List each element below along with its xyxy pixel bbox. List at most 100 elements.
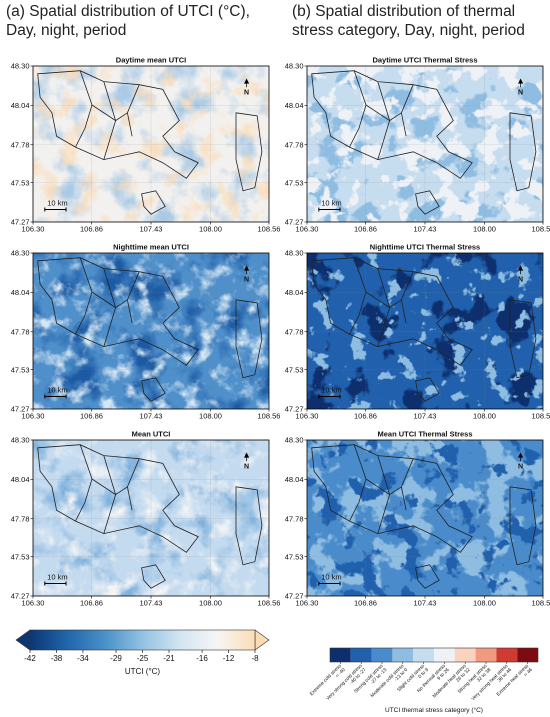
district-boundary: [37, 257, 199, 366]
heading-a: (a) Spatial distribution of UTCI (°C), D…: [6, 3, 250, 39]
scale-label: 10 km: [321, 573, 341, 582]
x-tick-label: 106.86: [80, 412, 103, 421]
colorbar-tick-label: -38: [51, 654, 63, 663]
category-swatch: [392, 648, 414, 662]
category-swatch: [371, 648, 393, 662]
north-label: N: [518, 89, 523, 96]
colorbar-extend: [15, 629, 31, 651]
map-frame: [32, 65, 270, 223]
y-tick-label: 47.27: [285, 592, 304, 601]
colorbar: [29, 629, 256, 651]
category-swatch: [434, 648, 455, 662]
y-tick-label: 48.04: [11, 475, 30, 484]
district-boundary: [75, 257, 93, 335]
colorbar-extend: [254, 629, 270, 651]
north-label: N: [244, 89, 249, 96]
y-tick-label: 47.53: [285, 552, 304, 561]
x-tick-label: 107.43: [414, 412, 437, 421]
x-tick-label: 107.43: [414, 599, 437, 608]
panel-title: Nighttime UTCI Thermal Stress: [370, 243, 480, 252]
x-tick-label: 106.86: [80, 225, 103, 234]
x-tick-label: 107.43: [140, 225, 163, 234]
y-tick-label: 47.53: [285, 365, 304, 374]
district-boundary: [235, 112, 263, 192]
y-tick-label: 47.27: [285, 218, 304, 227]
district-boundary: [141, 564, 166, 589]
x-tick-label: 106.30: [22, 599, 45, 608]
x-tick-label: 108.56: [258, 225, 281, 234]
district-boundary: [37, 444, 199, 553]
x-tick-label: 108.56: [532, 225, 550, 234]
map-raster-texture: [33, 66, 269, 222]
category-swatch: [350, 648, 372, 662]
colorbar-label: UTCI thermal stress category (°C): [385, 706, 483, 714]
district-boundary: [141, 377, 166, 402]
y-tick-label: 47.78: [11, 514, 30, 523]
map-frame: [306, 65, 544, 223]
map-raster-texture: [307, 66, 543, 222]
north-label: N: [518, 276, 523, 283]
district-boundary: [141, 190, 166, 215]
x-tick-label: 106.86: [354, 599, 377, 608]
north-arrow: [518, 78, 524, 88]
north-arrow: [518, 265, 524, 275]
colorbar-tick-label: -16: [196, 654, 208, 663]
y-tick-label: 47.53: [285, 178, 304, 187]
scale-bar: [318, 394, 341, 399]
y-tick-label: 48.04: [11, 288, 30, 297]
x-tick-label: 106.30: [22, 412, 45, 421]
district-boundary: [349, 70, 367, 148]
colorbar-tick-label: -42: [24, 654, 36, 663]
y-tick-label: 48.04: [285, 101, 304, 110]
category-range: > 46: [523, 667, 534, 678]
map-panel: 106.30 106.86 107.43 108.00 108.56 47.27 47.53…: [285, 243, 550, 421]
x-tick-label: 106.86: [354, 412, 377, 421]
north-arrow: [244, 265, 250, 275]
panel-title: Nighttime mean UTCI: [113, 243, 189, 252]
x-tick-label: 108.56: [258, 599, 281, 608]
map-raster-texture: [33, 253, 269, 409]
colorbar-tick-label: -21: [163, 654, 175, 663]
district-boundary: [365, 104, 402, 122]
district-boundary: [349, 444, 367, 522]
x-tick-label: 108.00: [199, 225, 222, 234]
y-tick-label: 48.04: [285, 475, 304, 484]
district-boundary: [509, 486, 537, 566]
district-boundary: [91, 291, 128, 309]
scale-bar: [44, 207, 67, 212]
y-tick-label: 47.78: [285, 327, 304, 336]
map-raster-texture: [33, 440, 269, 596]
panel-title: Mean UTCI: [132, 430, 171, 439]
x-tick-label: 108.56: [532, 412, 550, 421]
y-tick-label: 47.27: [11, 218, 30, 227]
map-frame: [306, 252, 544, 410]
x-tick-label: 106.86: [354, 225, 377, 234]
map-raster-texture: [307, 440, 543, 596]
district-boundary: [91, 478, 128, 496]
y-tick-label: 47.53: [11, 178, 30, 187]
x-tick-label: 106.30: [296, 599, 319, 608]
north-label: N: [244, 276, 249, 283]
x-tick-label: 108.00: [199, 599, 222, 608]
colorbar-tick-label: -8: [251, 654, 259, 663]
y-tick-label: 47.78: [11, 327, 30, 336]
district-boundary: [75, 444, 93, 522]
scale-label: 10 km: [321, 199, 341, 208]
x-tick-label: 106.30: [22, 225, 45, 234]
category-swatch: [330, 648, 351, 662]
scale-bar: [44, 581, 67, 586]
y-tick-label: 47.27: [11, 405, 30, 414]
map-panel: 106.30 106.86 107.43 108.00 108.56 47.27 47.53…: [11, 430, 281, 608]
x-tick-label: 107.43: [414, 225, 437, 234]
category-name: Very strong heat stress: [470, 663, 509, 702]
district-boundary: [365, 291, 402, 309]
scale-bar: [44, 394, 67, 399]
district-boundary: [311, 444, 473, 553]
y-tick-label: 47.78: [285, 514, 304, 523]
north-arrow: [518, 452, 524, 462]
map-panel: 106.30 106.86 107.43 108.00 108.56 47.27 47.53…: [11, 243, 281, 421]
colorbar-tick-label: -12: [223, 654, 235, 663]
district-boundary: [75, 70, 93, 148]
